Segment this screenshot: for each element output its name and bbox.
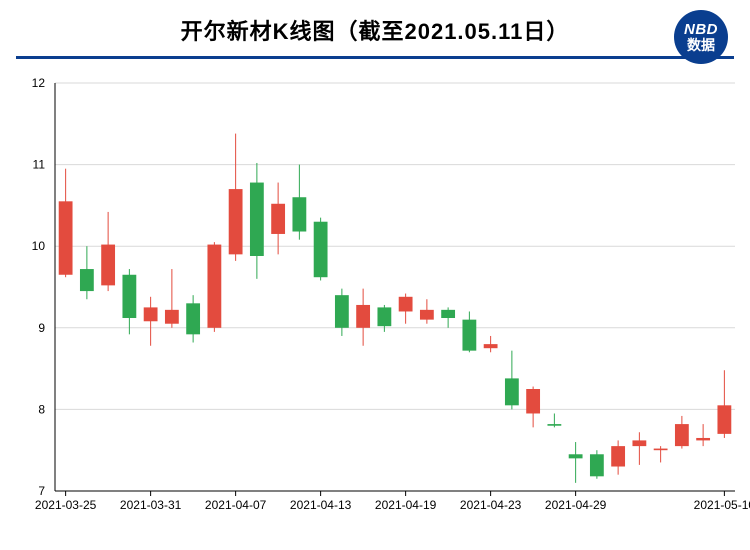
candle-body <box>229 189 243 254</box>
candle-body <box>717 405 731 434</box>
candle-body <box>632 440 646 446</box>
candle-body <box>462 320 476 351</box>
candle-body <box>484 344 498 348</box>
candle-body <box>675 424 689 446</box>
chart-svg: 7 8 9 10 11 12 2021-03-25 2021-03-31 2021-04-07 2… <box>0 59 750 537</box>
chart-title: 开尔新材K线图（截至2021.05.11日） <box>181 14 570 46</box>
x-tick-label: 2021-04-23 <box>460 498 522 512</box>
candle-body <box>292 197 306 231</box>
x-tick-label: 2021-03-31 <box>120 498 182 512</box>
candle-body <box>590 454 604 476</box>
y-tick-label: 12 <box>32 76 46 90</box>
x-tick-label: 2021-04-07 <box>205 498 267 512</box>
candle-body <box>250 183 264 256</box>
candle-body <box>654 449 668 451</box>
badge-line2: 数据 <box>687 38 715 53</box>
y-tick-label: 10 <box>32 239 46 253</box>
candle-body <box>420 310 434 320</box>
candle-body <box>186 303 200 334</box>
candle-body <box>696 438 710 440</box>
candle-body <box>505 378 519 405</box>
candle-body <box>271 204 285 234</box>
candle-body <box>101 245 115 286</box>
candle-body <box>314 222 328 277</box>
x-tick-label: 2021-05-10 <box>694 498 750 512</box>
y-tick-label: 11 <box>33 158 46 172</box>
x-tick-label: 2021-04-19 <box>375 498 437 512</box>
candle-body <box>441 310 455 318</box>
nbd-logo-badge: NBD 数据 <box>674 10 728 64</box>
chart-header: 开尔新材K线图（截至2021.05.11日） NBD 数据 <box>0 0 750 56</box>
x-tick-label: 2021-03-25 <box>35 498 97 512</box>
x-tick-label: 2021-04-29 <box>545 498 607 512</box>
candle-body <box>335 295 349 328</box>
candle-body <box>377 307 391 326</box>
x-tick-label: 2021-04-13 <box>290 498 352 512</box>
candle-body <box>399 297 413 312</box>
candle-body <box>547 424 561 426</box>
y-tick-label: 9 <box>38 321 45 335</box>
candle-body <box>80 269 94 291</box>
candle-body <box>611 446 625 466</box>
badge-line1: NBD <box>684 22 718 38</box>
y-tick-label: 7 <box>38 484 45 498</box>
candle-body <box>207 245 221 328</box>
candlestick-chart: 7 8 9 10 11 12 2021-03-25 2021-03-31 2021-04-07 2… <box>0 59 750 537</box>
candle-body <box>144 307 158 321</box>
candle-body <box>569 454 583 458</box>
candle-body <box>356 305 370 328</box>
candle-body <box>59 201 73 274</box>
y-tick-label: 8 <box>38 402 45 416</box>
candle-body <box>526 389 540 413</box>
candle-body <box>122 275 136 318</box>
candle-body <box>165 310 179 324</box>
